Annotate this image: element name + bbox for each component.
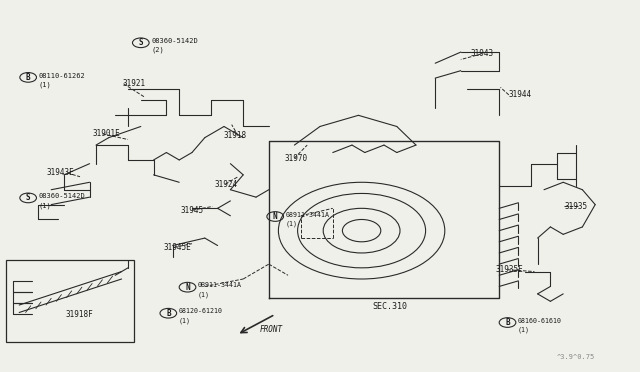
Text: 31921: 31921 [123,79,146,88]
Text: 31901E: 31901E [93,129,120,138]
Text: 31924: 31924 [214,180,237,189]
Text: B: B [505,318,510,327]
Text: ^3.9^0.75: ^3.9^0.75 [557,354,595,360]
Text: 31935E: 31935E [496,265,524,274]
Text: (1): (1) [285,221,298,227]
Text: FRONT: FRONT [259,325,282,334]
Text: 0B911-3441A: 0B911-3441A [198,282,242,288]
Text: 31945: 31945 [180,206,204,215]
Text: 08360-5142D: 08360-5142D [38,193,85,199]
Text: 31943E: 31943E [46,169,74,177]
Text: (1): (1) [518,327,530,333]
Text: 31918F: 31918F [65,310,93,319]
Text: 31944: 31944 [509,90,532,99]
Text: (1): (1) [38,81,51,88]
Text: S: S [138,38,143,47]
FancyBboxPatch shape [6,260,134,342]
Text: 31935: 31935 [564,202,588,211]
Text: 08120-61210: 08120-61210 [179,308,223,314]
Text: B: B [166,309,171,318]
Text: 31918: 31918 [224,131,247,140]
Text: (1): (1) [179,317,191,324]
Text: (2): (2) [151,47,164,54]
Text: SEC.310: SEC.310 [372,302,408,311]
Text: S: S [26,193,31,202]
Text: 08110-61262: 08110-61262 [38,73,85,78]
Text: (1): (1) [198,291,210,298]
Text: B: B [26,73,31,82]
Text: 31943: 31943 [470,49,493,58]
Text: N: N [185,283,190,292]
Text: 31970: 31970 [285,154,308,163]
Text: (1): (1) [38,202,51,209]
Text: N: N [273,212,278,221]
Text: 08360-5142D: 08360-5142D [151,38,198,44]
Text: 31945E: 31945E [163,243,191,252]
Text: 08160-61610: 08160-61610 [518,318,562,324]
Text: 08911-3441A: 08911-3441A [285,212,330,218]
